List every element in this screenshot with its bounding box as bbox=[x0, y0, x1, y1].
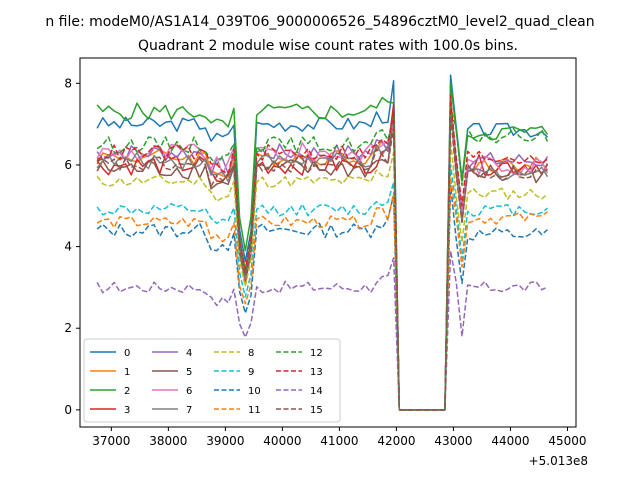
series-line-14 bbox=[96, 249, 548, 411]
legend-label-8: 8 bbox=[248, 348, 254, 359]
x-tick-label: 40000 bbox=[263, 434, 301, 448]
x-tick-label: 43000 bbox=[434, 434, 472, 448]
legend-label-6: 6 bbox=[186, 386, 192, 397]
y-tick-label: 0 bbox=[64, 403, 72, 417]
x-tick-label: 44000 bbox=[491, 434, 529, 448]
x-tick-label: 45000 bbox=[548, 434, 586, 448]
legend-label-1: 1 bbox=[124, 367, 130, 378]
series-line-9 bbox=[96, 164, 548, 411]
plot-frame bbox=[79, 57, 577, 428]
x-axis: 37000 38000 39000 40000 41000 42000 43000 44000… bbox=[92, 427, 587, 448]
x-axis-offset-label: +5.013e8 bbox=[529, 454, 588, 468]
legend-label-9: 9 bbox=[248, 367, 254, 378]
y-axis: 0 2 4 6 8 bbox=[64, 76, 80, 417]
x-tick-label: 37000 bbox=[92, 434, 130, 448]
legend-label-4: 4 bbox=[186, 348, 192, 359]
x-tick-label: 39000 bbox=[206, 434, 244, 448]
series-line-11 bbox=[96, 176, 548, 411]
legend-label-0: 0 bbox=[124, 348, 130, 359]
legend-label-15: 15 bbox=[310, 405, 323, 416]
series-line-8 bbox=[96, 139, 548, 411]
legend-label-13: 13 bbox=[310, 367, 323, 378]
legend-label-2: 2 bbox=[124, 386, 130, 397]
series-line-13 bbox=[96, 98, 548, 411]
series-line-7 bbox=[96, 111, 549, 411]
series-line-12 bbox=[96, 107, 549, 411]
x-tick-label: 42000 bbox=[377, 434, 415, 448]
series-line-5 bbox=[96, 111, 549, 411]
legend-label-12: 12 bbox=[310, 348, 323, 359]
x-tick-label: 38000 bbox=[149, 434, 187, 448]
series-lines bbox=[96, 74, 549, 411]
series-line-10 bbox=[96, 184, 548, 411]
series-line-2 bbox=[96, 82, 549, 411]
y-tick-label: 4 bbox=[64, 240, 72, 254]
y-tick-label: 6 bbox=[64, 158, 72, 172]
legend-box bbox=[83, 338, 341, 423]
legend-label-10: 10 bbox=[248, 386, 261, 397]
series-line-15 bbox=[96, 115, 548, 411]
chart-title: Quadrant 2 module wise count rates with … bbox=[138, 38, 518, 54]
legend-label-5: 5 bbox=[186, 367, 192, 378]
series-line-6 bbox=[96, 107, 549, 411]
figure-suptitle: n file: modeM0/AS1A14_039T06_9000006526_… bbox=[45, 14, 594, 30]
legend-label-3: 3 bbox=[124, 405, 130, 416]
legend-label-7: 7 bbox=[186, 405, 192, 416]
legend-label-11: 11 bbox=[248, 405, 261, 416]
y-tick-label: 2 bbox=[64, 321, 72, 335]
legend-label-14: 14 bbox=[310, 386, 323, 397]
y-tick-label: 8 bbox=[64, 76, 72, 90]
x-tick-label: 41000 bbox=[320, 434, 358, 448]
